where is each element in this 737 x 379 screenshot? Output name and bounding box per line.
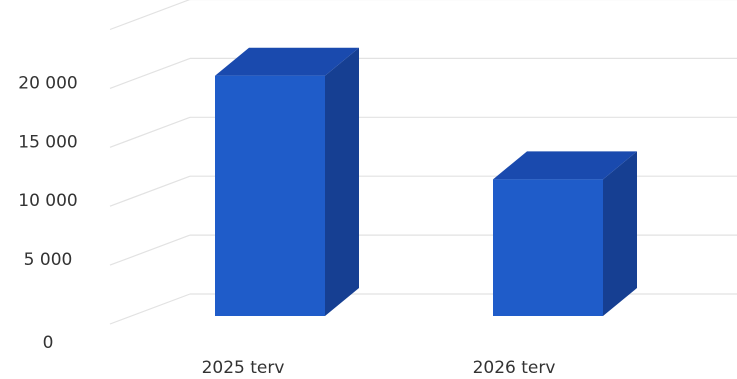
bar-side-face bbox=[325, 47, 359, 317]
y-tick-label: 20 000 bbox=[18, 73, 77, 93]
bar-side-face bbox=[603, 151, 637, 316]
bar-front-face bbox=[215, 75, 325, 316]
x-category-label: 2026 terv bbox=[473, 358, 556, 378]
bar-top-face bbox=[215, 47, 359, 76]
y-tick-label: 15 000 bbox=[18, 132, 77, 152]
gridline-depth bbox=[109, 175, 191, 207]
gridline-depth bbox=[109, 0, 191, 31]
y-tick-label: 10 000 bbox=[18, 191, 77, 211]
bars bbox=[215, 47, 637, 317]
bar bbox=[493, 151, 637, 316]
gridline-depth bbox=[109, 116, 191, 148]
bar-front-face bbox=[493, 179, 603, 316]
gridline-depth bbox=[109, 57, 191, 89]
bar-top-face bbox=[493, 151, 637, 180]
x-axis-category-labels: 2025 terv 2026 terv bbox=[202, 358, 556, 378]
y-axis-tick-labels: 0 5 000 10 000 15 000 20 000 bbox=[18, 73, 77, 353]
y-tick-label: 5 000 bbox=[24, 250, 73, 270]
gridline-depth bbox=[109, 293, 191, 325]
bar bbox=[215, 47, 359, 317]
gridline-depth bbox=[109, 234, 191, 266]
gridlines bbox=[109, 0, 737, 325]
y-tick-label: 0 bbox=[43, 333, 54, 353]
x-category-label: 2025 terv bbox=[202, 358, 285, 378]
